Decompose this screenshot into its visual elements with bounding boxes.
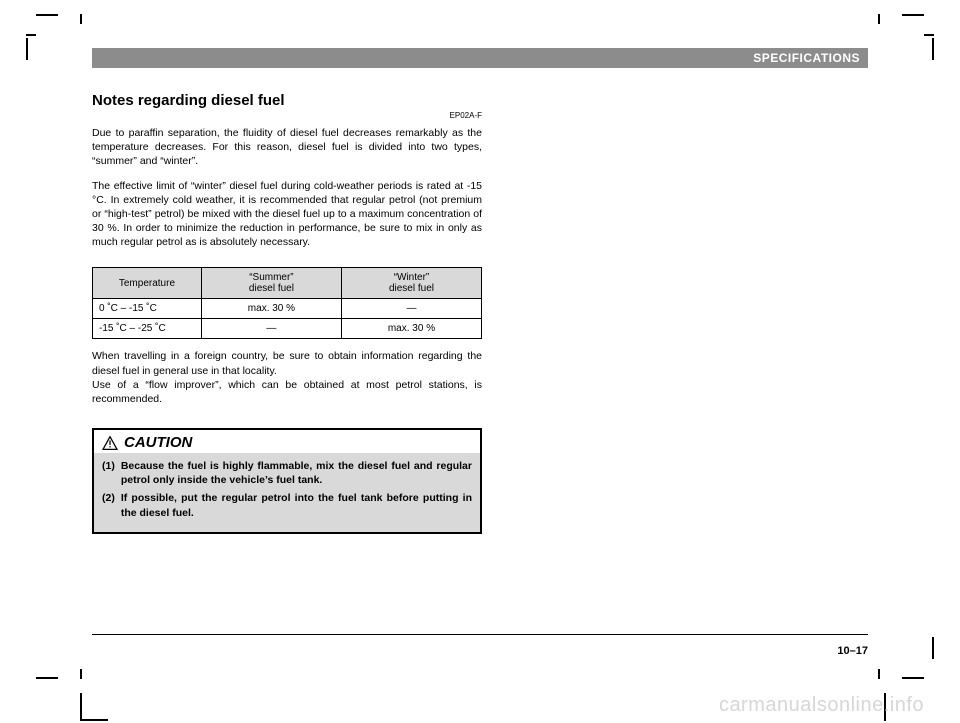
caution-item: (2) If possible, put the regular petrol … [102, 491, 472, 519]
fuel-mix-table: Temperature “Summer”diesel fuel “Winter”… [92, 267, 482, 339]
paragraph-4: Use of a “flow improver”, which can be o… [92, 378, 482, 406]
cell-temp-1: -15 ˚C – -25 ˚C [93, 319, 202, 339]
cell-winter-1: max. 30 % [341, 319, 481, 339]
caution-header: CAUTION [94, 430, 480, 453]
cell-summer-1: — [201, 319, 341, 339]
cell-winter-0: — [341, 299, 481, 319]
table-row: 0 ˚C – -15 ˚C max. 30 % — [93, 299, 482, 319]
caution-item-text: Because the fuel is highly flammable, mi… [121, 459, 472, 487]
warning-triangle-icon [102, 436, 118, 450]
content-column: Notes regarding diesel fuel EP02A-F Due … [92, 92, 482, 534]
caution-item-num: (2) [102, 491, 115, 519]
paragraph-3: When travelling in a foreign country, be… [92, 349, 482, 377]
section-header-bar: SPECIFICATIONS [92, 48, 868, 68]
caution-item-text: If possible, put the regular petrol into… [121, 491, 472, 519]
article-code: EP02A-F [92, 111, 482, 120]
caution-item: (1) Because the fuel is highly flammable… [102, 459, 472, 487]
cell-summer-0: max. 30 % [201, 299, 341, 319]
footer-rule [92, 634, 868, 635]
article-title: Notes regarding diesel fuel [92, 92, 482, 109]
paragraph-1: Due to paraffin separation, the fluidity… [92, 126, 482, 169]
caution-box: CAUTION (1) Because the fuel is highly f… [92, 428, 482, 534]
section-title: SPECIFICATIONS [753, 51, 860, 65]
table-header-row: Temperature “Summer”diesel fuel “Winter”… [93, 268, 482, 299]
th-temperature: Temperature [93, 268, 202, 299]
page-number: 10–17 [837, 645, 868, 657]
cell-temp-0: 0 ˚C – -15 ˚C [93, 299, 202, 319]
table-row: -15 ˚C – -25 ˚C — max. 30 % [93, 319, 482, 339]
caution-body: (1) Because the fuel is highly flammable… [94, 453, 480, 532]
caution-label: CAUTION [124, 434, 192, 451]
paragraph-2: The effective limit of “winter” diesel f… [92, 179, 482, 250]
watermark: carmanualsonline.info [719, 694, 924, 717]
th-winter: “Winter”diesel fuel [341, 268, 481, 299]
th-summer: “Summer”diesel fuel [201, 268, 341, 299]
caution-item-num: (1) [102, 459, 115, 487]
